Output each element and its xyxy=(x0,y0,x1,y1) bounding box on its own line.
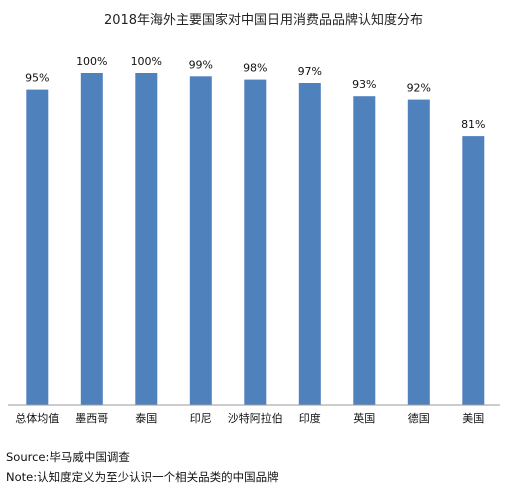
x-tick-label-6: 英国 xyxy=(353,411,375,425)
x-tick-label-1: 墨西哥 xyxy=(75,412,108,425)
data-label-4: 98% xyxy=(243,62,267,75)
data-label-3: 99% xyxy=(189,58,213,71)
x-tick-label-8: 美国 xyxy=(462,412,484,425)
x-tick-label-0: 总体均值 xyxy=(15,411,59,425)
bar-7 xyxy=(407,99,430,405)
x-tick-label-4: 沙特阿拉伯 xyxy=(228,411,283,425)
bar-5 xyxy=(298,83,321,405)
data-label-1: 100% xyxy=(76,55,107,68)
bar-0 xyxy=(26,89,49,405)
bar-3 xyxy=(189,76,212,406)
data-label-5: 97% xyxy=(298,65,322,78)
bar-4 xyxy=(244,79,267,405)
data-label-6: 93% xyxy=(352,78,376,91)
data-label-8: 81% xyxy=(461,118,485,131)
x-tick-label-3: 印尼 xyxy=(190,412,212,425)
bar-8 xyxy=(462,136,485,405)
x-tick-label-2: 泰国 xyxy=(135,411,157,425)
bar-6 xyxy=(353,96,376,405)
x-tick-label-7: 德国 xyxy=(408,411,430,425)
x-tick-label-5: 印度 xyxy=(299,411,321,425)
bar-2 xyxy=(135,73,158,405)
chart-title: 2018年海外主要国家对中国日用消费品品牌认知度分布 xyxy=(103,13,424,28)
bar-chart: 95% 100% 100% 99% 98% 97% 93% 92% 81% 总体均值 墨西哥 泰国 印… xyxy=(8,55,500,425)
bar-1 xyxy=(80,73,103,405)
source-text: Source:毕马威中国调查 xyxy=(6,450,130,464)
data-label-2: 100% xyxy=(131,55,162,68)
note-text: Note:认知度定义为至少认识一个相关品类的中国品牌 xyxy=(6,470,279,484)
data-label-7: 92% xyxy=(407,82,431,95)
data-label-0: 95% xyxy=(25,72,49,85)
chart-footer: Source:毕马威中国调查 Note:认知度定义为至少认识一个相关品类的中国品… xyxy=(6,447,279,487)
